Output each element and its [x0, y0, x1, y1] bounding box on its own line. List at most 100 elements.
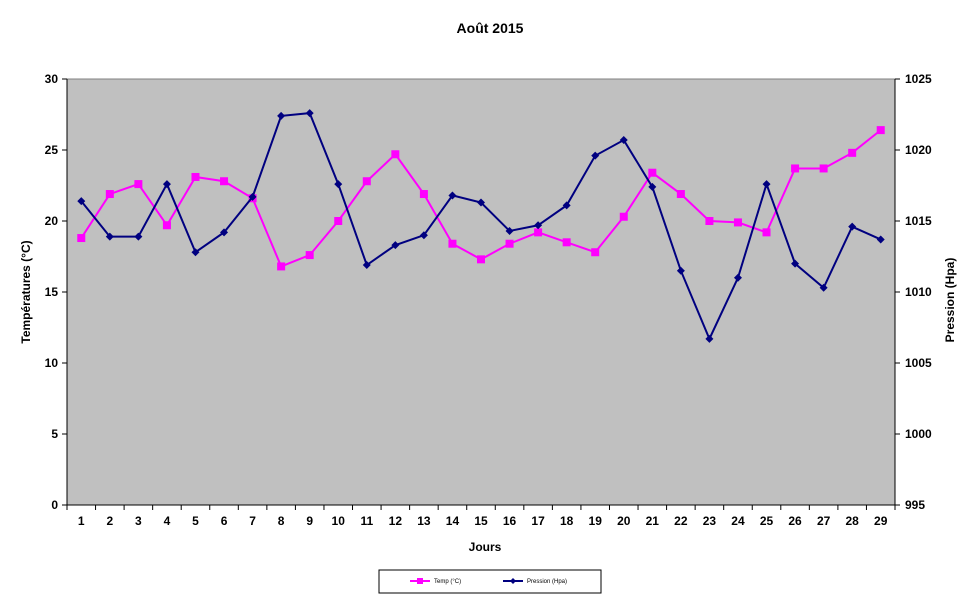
data-point-diamond: [305, 109, 314, 118]
data-point-diamond: [77, 197, 86, 206]
data-point-diamond: [791, 259, 800, 268]
data-point-square: [676, 190, 685, 199]
x-tick-label: 26: [788, 514, 802, 528]
data-point-diamond: [705, 334, 714, 343]
data-point-diamond: [477, 198, 485, 207]
x-tick-label: 23: [703, 514, 717, 528]
data-point-square: [334, 217, 343, 225]
data-point-diamond: [534, 221, 543, 230]
plot-area: [66, 78, 896, 506]
data-point-diamond: [848, 222, 857, 231]
data-point-square: [191, 172, 200, 181]
x-tick-label: 19: [589, 514, 603, 528]
data-point-diamond: [676, 266, 685, 275]
data-point-square: [391, 150, 400, 159]
x-tick-label: 17: [531, 514, 545, 528]
data-point-square: [733, 218, 742, 227]
data-point-square: [819, 164, 828, 173]
data-point-square: [220, 177, 229, 186]
y-tick-label-left: 20: [45, 214, 59, 228]
data-point-square: [848, 148, 857, 157]
legend-label-1: Temp (°C): [434, 579, 461, 585]
data-point-diamond: [334, 180, 343, 189]
data-point-diamond: [277, 111, 286, 120]
x-tick-label: 9: [306, 514, 313, 528]
x-tick-label: 12: [389, 514, 403, 528]
x-tick-label: 25: [760, 514, 774, 528]
data-point-diamond: [220, 228, 229, 237]
data-point-square: [105, 190, 114, 199]
legend: Temp (°C) Pression (Hpa): [378, 569, 602, 594]
data-point-diamond: [191, 248, 200, 257]
axes: 0510152025309951000100510101015102010251…: [45, 72, 932, 528]
legend-box: [378, 569, 602, 594]
data-point-square: [77, 234, 86, 243]
data-point-diamond: [876, 235, 885, 244]
y-tick-label-right: 1010: [905, 285, 932, 299]
x-tick-label: 6: [221, 514, 228, 528]
data-point-diamond: [648, 182, 657, 191]
data-point-diamond: [362, 261, 371, 270]
data-point-diamond: [391, 241, 400, 250]
x-tick-label: 11: [360, 514, 373, 528]
legend-label-2: Pression (Hpa): [527, 579, 567, 585]
x-tick-label: 18: [560, 514, 574, 528]
y-tick-label-left: 25: [45, 143, 59, 157]
data-point-square: [448, 239, 457, 248]
y-tick-label-right: 995: [905, 498, 925, 512]
legend-marker-diamond: [510, 578, 516, 584]
y-tick-label-left: 10: [45, 356, 59, 370]
x-tick-label: 13: [417, 514, 431, 528]
data-point-diamond: [134, 232, 143, 241]
x-tick-label: 2: [106, 514, 113, 528]
x-tick-label: 10: [332, 514, 346, 528]
y-tick-label-right: 1005: [905, 356, 932, 370]
x-axis-title: Jours: [469, 540, 502, 554]
legend-marker-square: [417, 578, 423, 584]
series-layer: [77, 109, 885, 343]
y-tick-label-left: 5: [51, 427, 58, 441]
x-tick-label: 27: [817, 514, 831, 528]
data-point-square: [591, 248, 600, 257]
data-point-diamond: [448, 191, 457, 200]
data-point-square: [134, 180, 143, 189]
x-tick-label: 3: [135, 514, 142, 528]
x-tick-label: 5: [192, 514, 199, 528]
legend-items: Temp (°C) Pression (Hpa): [410, 578, 567, 585]
data-point-square: [362, 177, 371, 186]
x-tick-label: 4: [164, 514, 171, 528]
data-point-square: [162, 221, 171, 230]
data-point-diamond: [819, 283, 828, 292]
data-point-square: [505, 239, 514, 248]
data-point-diamond: [419, 231, 428, 240]
data-point-diamond: [619, 136, 628, 145]
y-tick-label-left: 15: [45, 285, 59, 299]
data-point-diamond: [505, 226, 514, 235]
data-point-diamond: [162, 180, 171, 189]
x-tick-label: 22: [674, 514, 688, 528]
x-tick-label: 15: [474, 514, 488, 528]
x-tick-label: 29: [874, 514, 888, 528]
x-tick-label: 14: [446, 514, 460, 528]
data-point-square: [876, 126, 885, 135]
data-point-square: [305, 251, 314, 260]
x-tick-label: 7: [249, 514, 256, 528]
data-point-square: [562, 238, 571, 247]
y-tick-label-right: 1025: [905, 72, 932, 86]
x-tick-label: 20: [617, 514, 631, 528]
data-point-square: [705, 217, 714, 225]
chart-title: Août 2015: [457, 20, 524, 36]
data-point-square: [534, 228, 543, 237]
data-point-square: [419, 190, 428, 199]
x-tick-label: 28: [845, 514, 859, 528]
data-point-diamond: [248, 192, 257, 201]
x-tick-label: 21: [646, 514, 660, 528]
x-tick-label: 8: [278, 514, 285, 528]
y-axis-title-right: Pression (Hpa): [943, 258, 957, 343]
x-tick-label: 1: [78, 514, 85, 528]
data-point-square: [791, 164, 800, 173]
y-tick-label-left: 0: [51, 498, 58, 512]
data-point-square: [277, 262, 286, 271]
data-point-square: [477, 255, 485, 264]
